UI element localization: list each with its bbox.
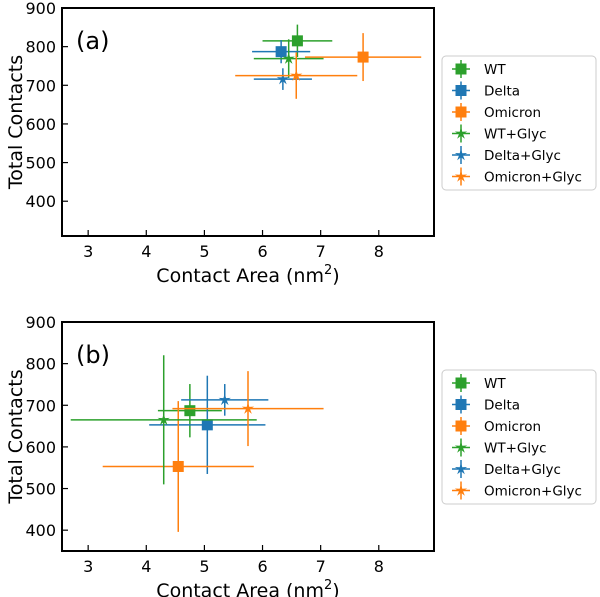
x-tick-label: 8 [374,242,384,261]
panel-label: (b) [76,341,110,369]
legend-box [441,369,597,505]
y-tick-label: 400 [25,521,56,540]
legend-delta-glyc-marker-star [454,462,468,475]
legend-delta-label: Delta [484,84,520,100]
x-tick-label: 5 [199,242,209,261]
series-omicron-glyc-group [235,52,358,99]
y-tick-label: 900 [25,313,56,332]
y-tick-label: 600 [25,438,56,457]
y-axis-label: Total Contacts [5,369,27,504]
legend-wt-glyc-label: WT+Glyc [484,127,547,143]
series-delta-glyc-marker-star [218,393,231,406]
legend-omicron-glyc-marker-star [454,484,468,496]
legend-wt-marker-square [455,377,467,389]
legend: WT Delta Omicron WT+Glyc Delta+Glyc Omicron+G… [441,369,597,505]
y-tick-label: 500 [25,154,56,173]
series-omicron-glyc-marker-star [290,69,303,81]
legend-wt-label: WT [484,62,506,78]
x-axis-label-text: Contact Area (nm [156,265,324,287]
series-omicron-group [102,401,254,532]
x-tick-label: 3 [83,557,93,576]
y-axis-label: Total Contacts [5,55,27,190]
series-delta-marker-square [201,419,213,431]
x-axis-label-suffix: ) [332,265,339,287]
series-omicron-glyc-group [172,371,324,447]
series-wt-glyc-group [70,355,257,485]
series-wt-glyc-group [253,39,324,78]
legend-wt-glyc-marker-star [454,441,468,453]
plot-frame [61,7,435,237]
series-delta-group [149,375,266,474]
series-wt-glyc-marker-star [157,413,170,426]
legend-delta-glyc-label: Delta+Glyc [484,462,561,478]
x-axis-label: Contact Area (nm2) [156,263,339,287]
x-tick-label: 4 [141,557,151,576]
x-tick-label: 6 [257,242,267,261]
series-delta-marker-square [275,46,287,58]
legend: WT Delta Omicron WT+Glyc Delta+Glyc Omicron+G… [441,55,597,191]
series-omicron-glyc-marker-star [241,402,255,414]
y-tick-label: 800 [25,355,56,374]
panel-b: 3 4 5 6 7 8 400 500 600 700 800 900 (b) Contact Area … [5,313,597,597]
x-axis-label-text: Contact Area (nm [156,580,324,597]
legend-box [441,55,597,191]
legend-wt-glyc-marker-star [454,127,468,139]
series-delta-glyc-group [181,384,269,416]
legend-omicron-glyc-label: Omicron+Glyc [484,170,582,186]
plot-frame [61,321,435,552]
series-wt-glyc-marker-star [282,52,295,64]
x-tick-label: 8 [374,557,384,576]
panel-a: 3 4 5 6 7 8 400 500 600 700 800 900 (a) Contact Area … [5,0,597,287]
x-tick-label: 3 [83,242,93,261]
series-omicron-marker-square [172,460,184,472]
x-tick-label: 4 [141,242,151,261]
x-axis-label-suffix: ) [332,580,339,597]
legend-wt-label: WT [484,376,506,392]
legend-omicron-glyc-label: Omicron+Glyc [484,484,582,500]
x-axis-label-superscript: 2 [324,578,332,593]
y-tick-label: 600 [25,115,56,134]
legend-omicron-marker-square [455,420,467,432]
legend-omicron-glyc-marker-star [454,170,468,182]
series-omicron-group [304,33,422,82]
series-wt-marker-square [291,35,303,47]
x-tick-label: 6 [257,557,267,576]
legend-delta-marker-square [455,85,467,96]
series-delta-glyc-group [253,68,312,90]
series-wt-group [157,384,222,438]
legend-delta-label: Delta [484,398,520,414]
legend-wt-marker-square [455,63,467,75]
legend-delta-marker-square [455,399,467,410]
legend-omicron-marker-square [455,106,467,118]
y-tick-label: 800 [25,38,56,57]
x-tick-label: 5 [199,557,209,576]
y-tick-label: 700 [25,76,56,95]
legend-delta-glyc-label: Delta+Glyc [484,148,561,164]
legend-wt-glyc-label: WT+Glyc [484,441,547,457]
y-tick-label: 500 [25,480,56,499]
y-tick-label: 400 [25,192,56,211]
legend-omicron-label: Omicron [484,105,541,121]
series-omicron-marker-square [357,51,369,63]
y-tick-label: 700 [25,396,56,415]
y-tick-label: 900 [25,0,56,18]
series-delta-glyc-marker-star [276,72,290,85]
panel-label: (a) [76,27,109,55]
x-tick-label: 7 [316,557,326,576]
series-delta-group [252,40,311,64]
series-wt-marker-square [184,405,196,417]
legend-delta-glyc-marker-star [454,148,468,161]
legend-omicron-label: Omicron [484,419,541,435]
x-axis-label: Contact Area (nm2) [156,578,339,597]
x-tick-label: 7 [316,242,326,261]
x-axis-label-superscript: 2 [324,263,332,278]
